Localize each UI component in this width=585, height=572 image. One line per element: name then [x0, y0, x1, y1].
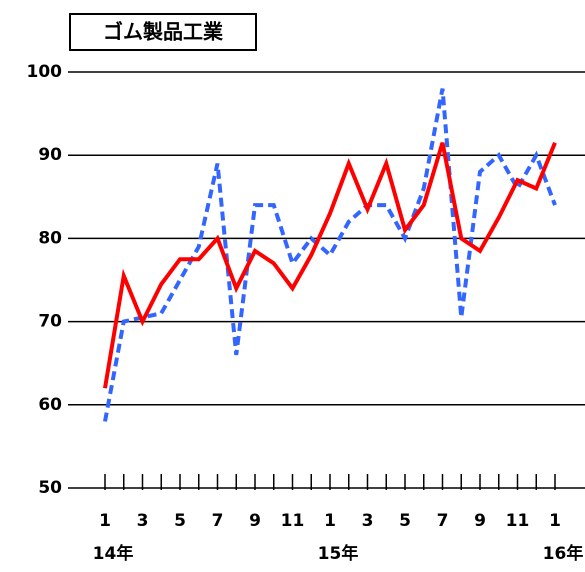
y-tick-label: 70 [38, 312, 62, 332]
x-tick-label: 5 [399, 511, 411, 531]
x-tick-label: 5 [174, 511, 186, 531]
x-tick-label: 3 [362, 511, 374, 531]
x-tick-label: 9 [249, 511, 261, 531]
y-tick-label: 90 [38, 145, 62, 165]
x-tick-label: 11 [506, 511, 530, 531]
y-tick-label: 50 [38, 478, 62, 498]
x-tick-label: 3 [137, 511, 149, 531]
x-tick-label: 7 [212, 511, 224, 531]
title-box [69, 13, 257, 51]
y-tick-label: 60 [38, 395, 62, 415]
series-line [103, 141, 557, 389]
x-tick-label: 11 [281, 511, 305, 531]
year-label: 15年 [318, 543, 359, 564]
x-tick-label: 9 [474, 511, 486, 531]
x-tick-label: 1 [324, 511, 336, 531]
year-label: 16年 [543, 543, 584, 564]
y-tick-label: 80 [38, 228, 62, 248]
x-tick-label: 1 [99, 511, 111, 531]
x-tick-label: 7 [437, 511, 449, 531]
chart-title: ゴム製品工業 [103, 20, 224, 44]
series-line [103, 88, 557, 422]
y-tick-label: 100 [27, 62, 63, 82]
x-tick-label: 1 [549, 511, 561, 531]
year-label: 14年 [93, 543, 134, 564]
